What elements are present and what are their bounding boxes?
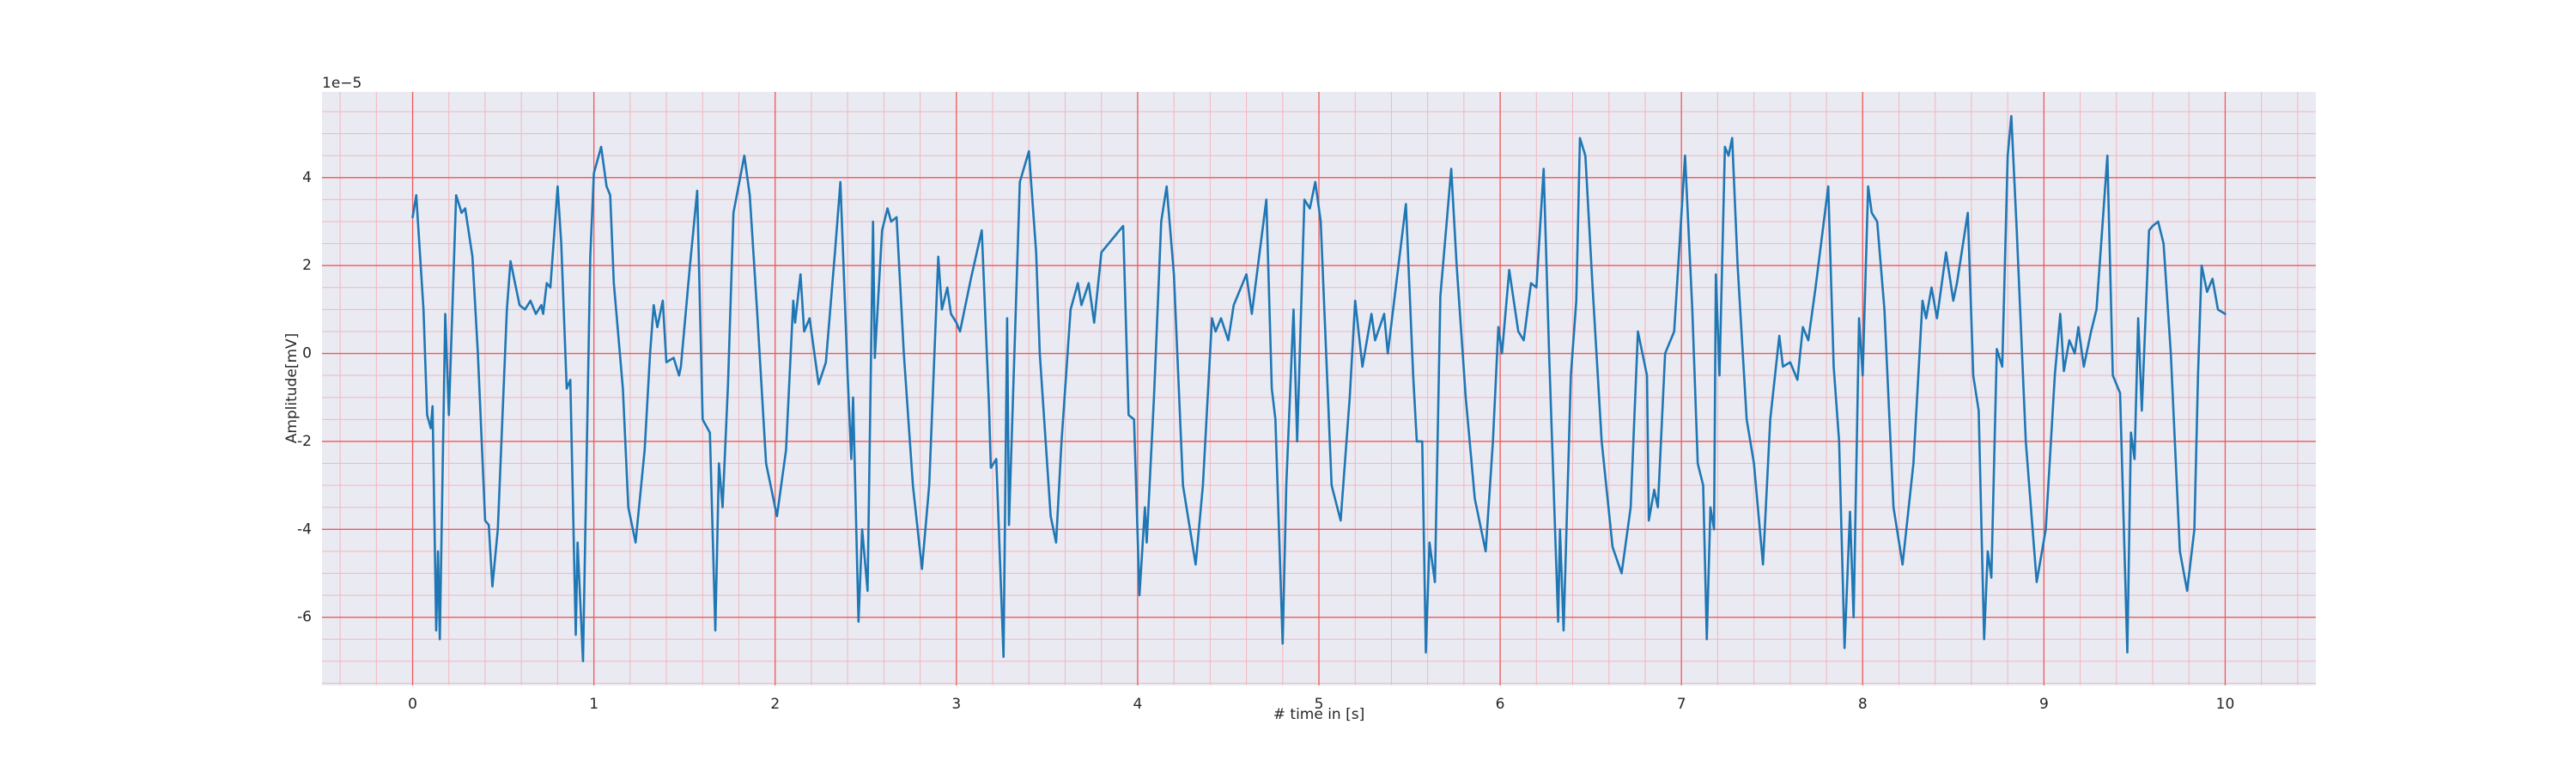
y-tick-label: 2 (302, 257, 312, 274)
x-tick-label: 2 (770, 696, 780, 713)
x-tick-label: 6 (1496, 696, 1505, 713)
x-tick-label: 5 (1315, 696, 1324, 713)
x-tick-label: 10 (2216, 696, 2235, 713)
x-tick-label: 7 (1677, 696, 1686, 713)
lines (411, 114, 2227, 663)
labels: 0 1 2 3 4 5 6 7 8 9 10 -6 -4 -2 0 2 4 (297, 169, 2234, 713)
y-tick-label: 0 (302, 345, 312, 362)
x-tick-label: 4 (1133, 696, 1142, 713)
x-tick-label: 9 (2039, 696, 2049, 713)
y-tick-label: -6 (297, 609, 312, 626)
x-axis-label: # time in [s] (1273, 706, 1364, 723)
y-tick-label: 4 (302, 169, 312, 186)
y-offset-label: 1e−5 (322, 75, 361, 92)
x-tick-label: 0 (408, 696, 417, 713)
y-tick-label: -4 (297, 520, 312, 538)
major-grid (322, 92, 2316, 685)
x-tick-label: 3 (951, 696, 961, 713)
x-tick-label: 8 (1858, 696, 1868, 713)
y-axis-label: Amplitude[mV] (283, 333, 301, 444)
x-tick-label: 1 (589, 696, 598, 713)
y-tick-label: -2 (297, 433, 312, 450)
signal-line (411, 114, 2227, 663)
